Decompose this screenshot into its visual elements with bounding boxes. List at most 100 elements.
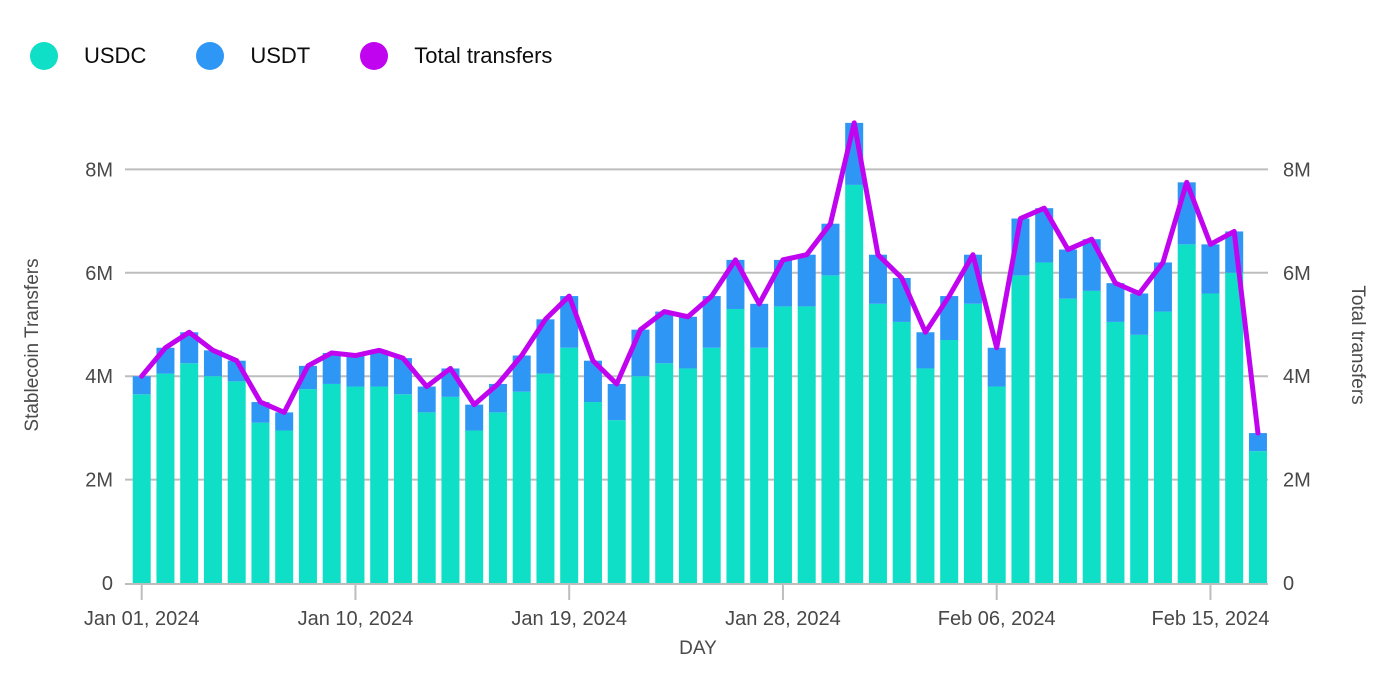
usdc-bar[interactable] — [963, 303, 982, 583]
usdt-bar[interactable] — [987, 347, 1006, 387]
usdc-bar[interactable] — [1248, 451, 1267, 583]
usdt-bar[interactable] — [1201, 244, 1220, 294]
usdt-bar[interactable] — [370, 350, 389, 387]
usdc-bar[interactable] — [1177, 244, 1196, 584]
usdc-bar[interactable] — [251, 422, 270, 583]
usdc-bar[interactable] — [512, 391, 531, 583]
usdt-bar[interactable] — [1106, 283, 1125, 322]
legend-item-total-transfers[interactable]: Total transfers — [360, 42, 552, 70]
x-tick-label: Jan 28, 2024 — [725, 608, 841, 630]
usdc-bar[interactable] — [1011, 275, 1030, 583]
usdt-bar[interactable] — [678, 316, 697, 369]
usdc-bar[interactable] — [655, 363, 674, 583]
x-tick-label: Feb 15, 2024 — [1152, 608, 1270, 630]
usdc-bar[interactable] — [702, 347, 721, 583]
usdc-bar[interactable] — [370, 386, 389, 583]
usdc-bar[interactable] — [892, 321, 911, 583]
usdc-bar[interactable] — [275, 430, 294, 583]
usdc-bar[interactable] — [987, 386, 1006, 583]
usdc-bar[interactable] — [821, 275, 840, 583]
usdt-bar[interactable] — [322, 352, 341, 384]
total-transfers-swatch-icon — [360, 42, 389, 70]
x-tick-label: Jan 10, 2024 — [298, 608, 414, 630]
usdc-bar[interactable] — [322, 383, 341, 583]
usdc-bar[interactable] — [773, 306, 792, 583]
legend: USDC USDT Total transfers — [30, 42, 602, 70]
usdc-bar[interactable] — [916, 368, 935, 583]
usdt-bar[interactable] — [821, 223, 840, 276]
usdc-bar[interactable] — [203, 376, 222, 583]
usdc-bar[interactable] — [1225, 272, 1244, 583]
usdt-bar[interactable] — [1248, 433, 1267, 452]
usdt-bar[interactable] — [203, 350, 222, 377]
usdc-bar[interactable] — [1153, 311, 1172, 583]
usdt-bar[interactable] — [631, 329, 650, 377]
usdt-bar[interactable] — [1035, 208, 1054, 263]
legend-item-usdc[interactable]: USDC — [30, 42, 146, 70]
usdc-bar[interactable] — [346, 386, 365, 583]
usdt-bar[interactable] — [417, 386, 436, 413]
legend-item-usdt[interactable]: USDT — [196, 42, 310, 70]
usdc-bar[interactable] — [940, 340, 959, 583]
y-axis-title-right: Total transfers — [1347, 285, 1368, 405]
usdc-bar[interactable] — [560, 347, 579, 583]
usdt-bar[interactable] — [1153, 262, 1172, 312]
usdc-bar[interactable] — [298, 389, 317, 583]
usdt-bar[interactable] — [465, 404, 484, 431]
usdt-bar[interactable] — [655, 311, 674, 364]
usdt-bar[interactable] — [607, 383, 626, 421]
usdc-bar[interactable] — [631, 376, 650, 583]
usdc-bar[interactable] — [726, 308, 745, 583]
usdc-swatch-icon — [30, 42, 58, 70]
usdc-bar[interactable] — [488, 412, 507, 583]
x-tick-label: Jan 01, 2024 — [84, 608, 200, 630]
x-axis-title: DAY — [679, 638, 717, 659]
usdc-bar[interactable] — [797, 306, 816, 583]
usdc-bar[interactable] — [1130, 334, 1149, 583]
usdc-bar[interactable] — [583, 402, 602, 583]
usdc-bar[interactable] — [868, 303, 887, 583]
usdc-bar[interactable] — [393, 394, 412, 583]
usdt-bar[interactable] — [132, 376, 151, 395]
usdc-bar[interactable] — [1035, 262, 1054, 583]
usdc-bar[interactable] — [1201, 293, 1220, 583]
usdt-bar[interactable] — [916, 332, 935, 369]
usdt-bar[interactable] — [797, 254, 816, 307]
usdc-bar[interactable] — [1106, 321, 1125, 583]
usdc-bar[interactable] — [227, 381, 246, 583]
usdc-bar[interactable] — [156, 373, 175, 583]
usdt-bar[interactable] — [868, 254, 887, 304]
usdc-bar[interactable] — [1058, 298, 1077, 583]
usdc-bar[interactable] — [845, 184, 864, 583]
usdt-bar[interactable] — [702, 296, 721, 348]
usdt-bar[interactable] — [1177, 182, 1196, 245]
usdc-bar[interactable] — [465, 430, 484, 583]
usdt-bar[interactable] — [251, 402, 270, 423]
usdc-bar[interactable] — [441, 396, 460, 583]
usdt-swatch-icon — [196, 42, 225, 70]
usdt-bar[interactable] — [892, 277, 911, 322]
y-tick-label-right: 6M — [1283, 263, 1311, 285]
usdt-bar[interactable] — [346, 355, 365, 387]
usdt-bar[interactable] — [180, 332, 199, 364]
y-tick-label-left: 8M — [85, 159, 113, 181]
usdt-bar[interactable] — [275, 412, 294, 431]
usdt-bar[interactable] — [583, 360, 602, 403]
usdt-bar[interactable] — [750, 303, 769, 348]
usdc-bar[interactable] — [180, 363, 199, 583]
usdt-bar[interactable] — [536, 319, 555, 374]
usdc-bar[interactable] — [678, 368, 697, 583]
usdc-bar[interactable] — [607, 420, 626, 583]
usdc-bar[interactable] — [132, 394, 151, 583]
usdc-bar[interactable] — [750, 347, 769, 583]
usdc-bar[interactable] — [1082, 290, 1101, 583]
y-tick-label-left: 0 — [102, 573, 113, 595]
usdt-bar[interactable] — [1130, 293, 1149, 335]
legend-label-total-transfers: Total transfers — [414, 43, 553, 68]
usdc-bar[interactable] — [417, 412, 436, 583]
total-transfers-line[interactable] — [139, 120, 1261, 436]
usdt-bar[interactable] — [1058, 249, 1077, 299]
usdc-bar[interactable] — [536, 373, 555, 583]
